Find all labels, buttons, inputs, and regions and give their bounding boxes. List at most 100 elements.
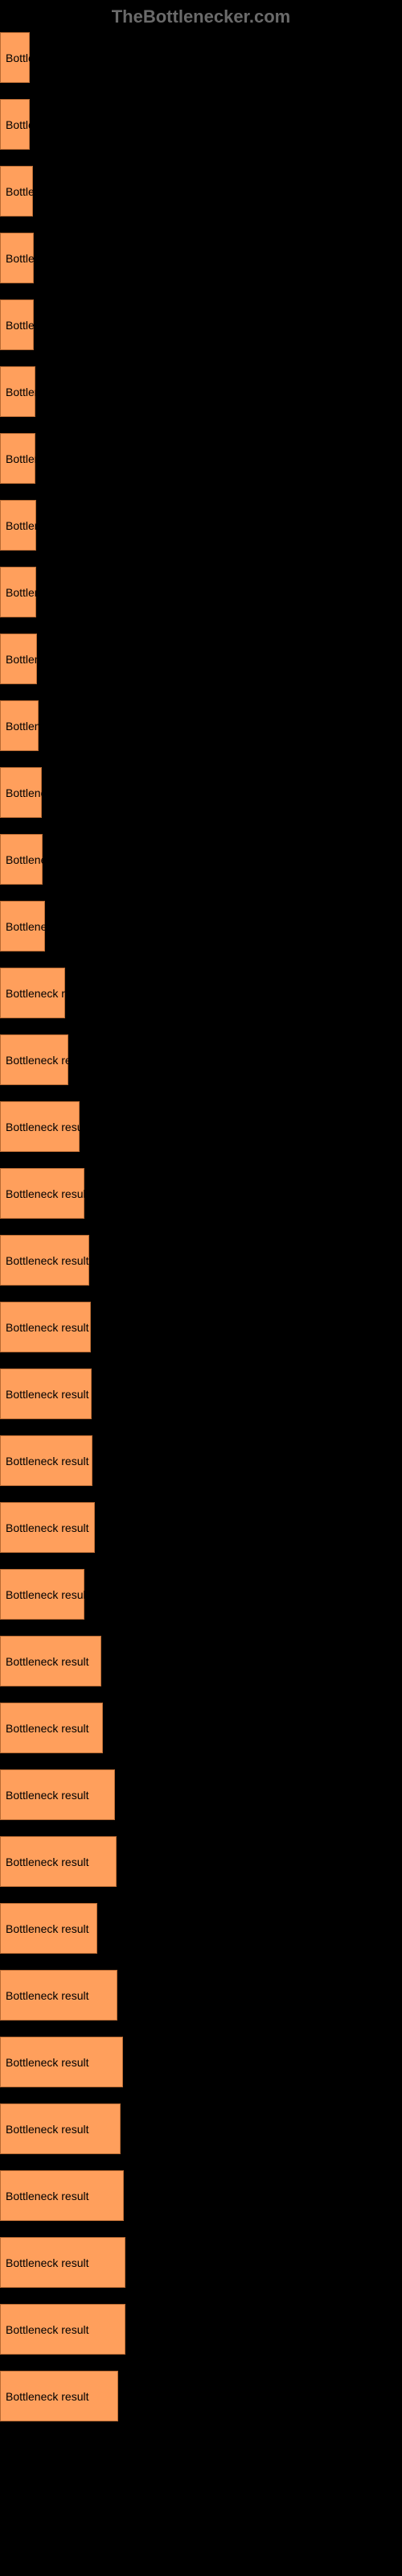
bar-row: Bottleneck result xyxy=(0,700,402,751)
bar: Bottleneck result xyxy=(0,1435,92,1486)
bar-row: Bottleneck result xyxy=(0,233,402,283)
bar: Bottleneck result xyxy=(0,567,36,617)
bar-row: 48Bottleneck result xyxy=(0,2103,402,2154)
bar: Bottleneck result xyxy=(0,1235,89,1286)
bar-row: Bottleneck result xyxy=(0,32,402,83)
bar-row: Bottleneck result xyxy=(0,1636,402,1686)
bar-label: Bottleneck result xyxy=(2,2123,89,2136)
bar-row: Bottleneck result xyxy=(0,433,402,484)
bar: Bottleneck result xyxy=(0,1101,80,1152)
bar: Bottleneck result xyxy=(0,500,36,551)
bar-label: Bottleneck result xyxy=(2,653,89,666)
bar: Bottleneck result xyxy=(0,700,39,751)
bar-label: Bottleneck result xyxy=(2,1521,89,1534)
bar-label: Bottleneck result xyxy=(2,452,89,465)
bar: Bottleneck result xyxy=(0,1703,103,1753)
bar-label: Bottleneck result xyxy=(2,720,89,733)
bar: Bottleneck result xyxy=(0,2103,121,2154)
bar: Bottleneck result xyxy=(0,834,43,885)
bar-row: Bottleneck result xyxy=(0,968,402,1018)
bar-row: Bottleneck result xyxy=(0,834,402,885)
bar: Bottleneck result xyxy=(0,2037,123,2087)
bar-row: 46Bottleneck result xyxy=(0,1769,402,1820)
bar-row: Bottleneck result xyxy=(0,1235,402,1286)
bar: Bottleneck result xyxy=(0,99,30,150)
bar-label: Bottleneck result xyxy=(2,1588,89,1601)
bar-row: Bottleneck result xyxy=(0,1703,402,1753)
bar-label: Bottleneck result xyxy=(2,586,89,599)
bar-label: Bottleneck result xyxy=(2,2323,89,2336)
bar-label: Bottleneck result xyxy=(2,1388,89,1401)
bar-label: Bottleneck result xyxy=(2,1054,89,1067)
bar: Bottleneck result xyxy=(0,1569,84,1620)
page-header: TheBottlenecker.com xyxy=(0,0,402,31)
bar-row: 49Bottleneck result xyxy=(0,2037,402,2087)
bar-label: Bottleneck result xyxy=(2,786,89,799)
bar-row: 50Bottleneck result xyxy=(0,2304,402,2355)
bars-container: Bottleneck resultBottleneck resultBottle… xyxy=(0,31,402,2421)
bar-label: Bottleneck result xyxy=(2,386,89,398)
bar: Bottleneck result xyxy=(0,233,34,283)
bar: Bottleneck result xyxy=(0,901,45,952)
site-title: TheBottlenecker.com xyxy=(112,6,291,27)
bar-row: Bottleneck result xyxy=(0,1302,402,1352)
bar-label: Bottleneck result xyxy=(2,1989,89,2002)
bar-row: Bottleneck result xyxy=(0,299,402,350)
bar: Bottleneck result xyxy=(0,1034,68,1085)
bar: Bottleneck result xyxy=(0,32,30,83)
bar-row: Bottleneck result xyxy=(0,901,402,952)
bar: Bottleneck result xyxy=(0,1769,115,1820)
bar: Bottleneck result xyxy=(0,2237,125,2288)
bar: Bottleneck result xyxy=(0,433,35,484)
bar-label: Bottleneck result xyxy=(2,319,89,332)
bar: Bottleneck result xyxy=(0,1836,117,1887)
bar: Bottleneck result xyxy=(0,1368,92,1419)
bar-label: Bottleneck result xyxy=(2,118,89,131)
bar-label: Bottleneck result xyxy=(2,920,89,933)
bar-label: Bottleneck result xyxy=(2,2056,89,2069)
bar: Bottleneck result xyxy=(0,1168,84,1219)
bar-row: Bottleneck result xyxy=(0,1903,402,1954)
bar-label: Bottleneck result xyxy=(2,1121,89,1133)
bar-row: Bottleneck result xyxy=(0,166,402,217)
bar-row: Bottleneck result xyxy=(0,1168,402,1219)
bar-label: Bottleneck result xyxy=(2,1922,89,1935)
bar: Bottleneck result xyxy=(0,2371,118,2421)
bar-row: Bottleneck result xyxy=(0,500,402,551)
bar: Bottleneck result xyxy=(0,1636,101,1686)
bar-label: Bottleneck result xyxy=(2,2190,89,2202)
bar-label: Bottleneck result xyxy=(2,1655,89,1668)
bar-row: Bottleneck result xyxy=(0,767,402,818)
bar-row: Bottleneck result xyxy=(0,1502,402,1553)
bar-label: Bottleneck result xyxy=(2,1254,89,1267)
bar-row: 47Bottleneck result xyxy=(0,2371,402,2421)
bar-label: Bottleneck result xyxy=(2,1187,89,1200)
bar: Bottleneck result xyxy=(0,1302,91,1352)
bar-label: Bottleneck result xyxy=(2,1789,89,1802)
bar: Bottleneck result xyxy=(0,2170,124,2221)
bar-row: Bottleneck result xyxy=(0,634,402,684)
bar-label: Bottleneck result xyxy=(2,2256,89,2269)
bar-row: Bottleneck result xyxy=(0,1569,402,1620)
bar: Bottleneck result xyxy=(0,2304,125,2355)
bar: Bottleneck result xyxy=(0,166,33,217)
bar: Bottleneck result xyxy=(0,1903,97,1954)
bar: Bottleneck result xyxy=(0,366,35,417)
bar-label: Bottleneck result xyxy=(2,2390,89,2403)
bar-label: Bottleneck result xyxy=(2,52,89,64)
bar-label: Bottleneck result xyxy=(2,853,89,866)
bar: Bottleneck result xyxy=(0,1970,117,2021)
bar-row: Bottleneck result xyxy=(0,1435,402,1486)
bar: Bottleneck result xyxy=(0,634,37,684)
bar-row: Bottleneck result xyxy=(0,99,402,150)
bar-row: 47Bottleneck result xyxy=(0,1970,402,2021)
bar: Bottleneck result xyxy=(0,299,34,350)
bar: Bottleneck result xyxy=(0,767,42,818)
bar-row: Bottleneck result xyxy=(0,567,402,617)
bar-row: Bottleneck result xyxy=(0,366,402,417)
bottleneck-chart: Bottleneck resultBottleneck resultBottle… xyxy=(0,31,402,2454)
bar-row: 49Bottleneck result xyxy=(0,2170,402,2221)
bar-row: 50Bottleneck result xyxy=(0,2237,402,2288)
bar-row: 47Bottleneck result xyxy=(0,1836,402,1887)
bar-row: Bottleneck result xyxy=(0,1034,402,1085)
